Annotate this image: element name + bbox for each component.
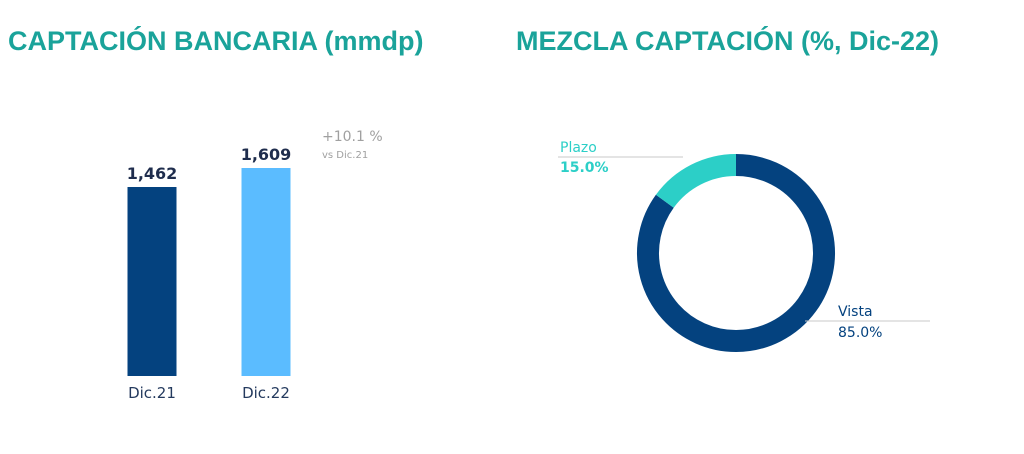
vista-label: Vista xyxy=(838,304,873,320)
vista-value-label: 85.0% xyxy=(838,325,882,341)
plazo-value-label: 15.0% xyxy=(560,160,609,176)
donut-chart-title: MEZCLA CAPTACIÓN (%, Dic-22) xyxy=(516,26,940,56)
slice-plazo xyxy=(655,154,737,209)
growth-annotation: +10.1 % xyxy=(322,129,383,145)
growth-annotation-sub: vs Dic.21 xyxy=(322,150,368,161)
category-label: Dic.22 xyxy=(242,384,290,402)
bar-chart-title: CAPTACIÓN BANCARIA (mmdp) xyxy=(8,26,424,56)
bar-dic22 xyxy=(241,168,291,376)
category-label: Dic.21 xyxy=(128,384,176,402)
bar-chart: 1,462 Dic.21 1,609 Dic.22 +10.1 % vs Dic.21 xyxy=(127,129,383,402)
slice-vista xyxy=(637,154,835,352)
bar-value-label: 1,462 xyxy=(127,164,178,183)
bar-value-label: 1,609 xyxy=(241,145,292,164)
plazo-label: Plazo xyxy=(560,140,597,156)
donut-chart: Plazo 15.0% Vista 85.0% xyxy=(558,140,930,352)
bar-dic21 xyxy=(127,187,177,376)
